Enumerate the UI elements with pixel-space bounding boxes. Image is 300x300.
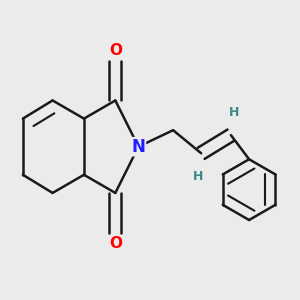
Text: N: N — [131, 138, 146, 156]
Text: H: H — [193, 170, 203, 183]
Text: O: O — [109, 43, 122, 58]
Text: H: H — [229, 106, 239, 118]
Text: O: O — [109, 236, 122, 251]
